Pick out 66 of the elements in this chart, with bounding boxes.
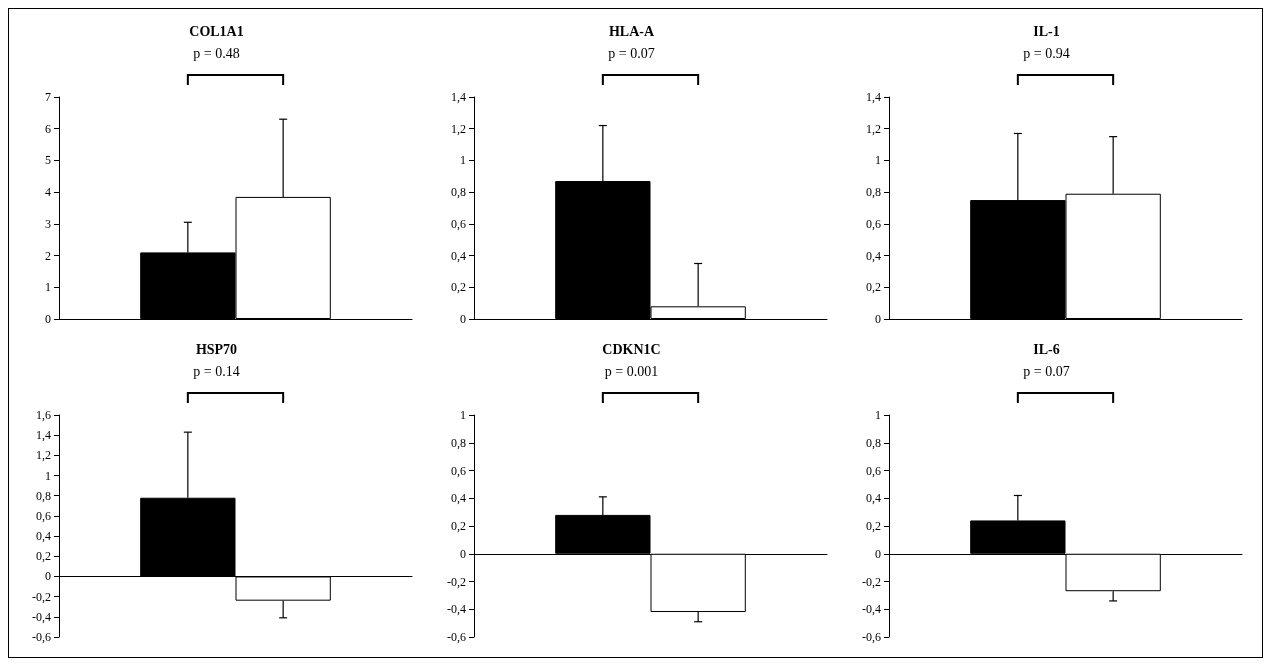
y-tick-label: 1,2 [36, 448, 51, 463]
y-tick-label: 0,8 [451, 435, 466, 450]
y-tick-label: 7 [45, 90, 51, 104]
text: p = 0.001 [604, 363, 659, 379]
y-tick-label: 0,2 [866, 519, 881, 533]
y-tick-label: 1 [460, 408, 466, 422]
y-tick-label: 0,2 [866, 280, 881, 295]
y-tick-label: 2 [45, 248, 51, 263]
text: p = 0.14 [193, 363, 240, 379]
y-tick-label: 0,6 [451, 463, 466, 478]
chart-title: CDKN1C [602, 341, 661, 357]
y-tick-label: 0,8 [451, 185, 466, 200]
y-tick-label: 0 [45, 569, 51, 584]
y-tick-label: 0,6 [36, 508, 51, 523]
y-tick-label: -0,4 [447, 602, 466, 617]
y-tick-label: 6 [45, 121, 51, 136]
y-tick-label: 1,2 [866, 121, 881, 136]
y-tick-label: 0,4 [866, 248, 881, 263]
y-tick-label: 0,6 [866, 463, 881, 478]
y-tick-label: 0,8 [866, 435, 881, 450]
chart-title: COL1A1 [189, 23, 244, 39]
y-tick-label: 0 [45, 312, 51, 326]
chart-title: IL-1 [1033, 23, 1060, 39]
y-tick-label: 0,2 [451, 519, 466, 533]
y-tick-label: -0,6 [447, 630, 466, 644]
y-tick-label: 0 [875, 312, 881, 326]
chart-title: HSP70 [195, 341, 238, 357]
y-tick-label: 1,4 [36, 428, 51, 443]
y-tick-label: 0,6 [866, 216, 881, 231]
y-tick-label: 0,4 [451, 248, 466, 263]
y-tick-label: 0,4 [451, 491, 466, 506]
y-tick-label: -0,2 [862, 574, 881, 589]
y-tick-label: 0,4 [36, 529, 51, 544]
y-tick-label: 0,4 [866, 491, 881, 506]
y-tick-label: 0,6 [451, 216, 466, 231]
y-tick-label: 1,6 [36, 408, 51, 422]
y-tick-label: -0,2 [32, 589, 51, 604]
y-tick-label: 1 [875, 408, 881, 422]
y-tick-label: -0,2 [447, 574, 466, 589]
y-tick-label: 1 [875, 153, 881, 168]
y-tick-label: 0 [875, 546, 881, 561]
y-tick-label: -0,6 [862, 630, 881, 644]
y-tick-label: 1,2 [451, 121, 466, 136]
y-tick-label: -0,4 [862, 602, 881, 617]
y-tick-label: 1 [45, 468, 51, 483]
y-tick-label: 0 [460, 546, 466, 561]
y-tick-label: 1,4 [866, 90, 881, 104]
y-tick-label: 5 [45, 153, 51, 168]
y-tick-label: -0,4 [32, 609, 51, 624]
y-tick-label: 0,8 [866, 185, 881, 200]
y-tick-label: 4 [45, 185, 51, 200]
chart-title: HLA-A [608, 23, 655, 39]
text: p = 0.94 [1023, 45, 1070, 61]
y-tick-label: -0,6 [32, 630, 51, 644]
text: p = 0.07 [1023, 363, 1070, 379]
text: p = 0.48 [193, 45, 240, 61]
y-tick-label: 0 [460, 312, 466, 326]
y-tick-label: 0,2 [451, 280, 466, 295]
text: p = 0.07 [608, 45, 655, 61]
chart-title: IL-6 [1033, 341, 1060, 357]
y-tick-label: 0,8 [36, 488, 51, 503]
y-tick-label: 1 [460, 153, 466, 168]
y-tick-label: 1 [45, 280, 51, 295]
y-tick-label: 0,2 [36, 549, 51, 564]
y-tick-label: 1,4 [451, 90, 466, 104]
y-tick-label: 3 [45, 216, 51, 231]
